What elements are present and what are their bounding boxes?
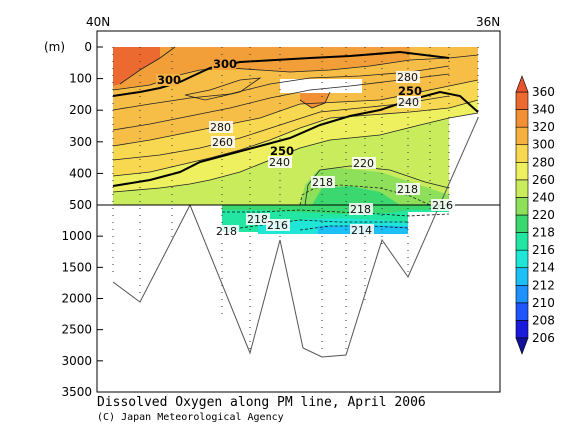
contour-label: 218 <box>350 203 371 216</box>
bottom-topography <box>112 117 479 358</box>
colorbar-swatch <box>515 320 529 339</box>
colorbar-swatch <box>515 109 529 128</box>
colorbar-tick-label: 300 <box>532 138 555 152</box>
colorbar-tick-label: 214 <box>532 261 555 275</box>
y-tick-label: 500 <box>69 198 92 212</box>
colorbar-tick-label: 240 <box>532 190 555 204</box>
colorbar-tick-label: 206 <box>532 331 555 345</box>
y-tick-label: 0 <box>84 40 92 54</box>
contour-label: 218 <box>247 213 268 226</box>
contour-label-group: 300 300 280 280 250 250 240 240 260 220 … <box>156 57 455 238</box>
colorbar-swatch <box>515 197 529 216</box>
contour-label: 300 <box>157 73 181 87</box>
colorbar-tick-label: 340 <box>532 103 555 117</box>
colorbar-tick-label: 216 <box>532 243 555 257</box>
y-axis-unit-label: (m) <box>44 40 65 54</box>
colorbar-tick-label: 208 <box>532 313 555 327</box>
colorbar-tick-label: 218 <box>532 226 555 240</box>
upper-thick-contours <box>112 50 479 187</box>
y-axis: 0 100 200 300 400 500 1000 1500 2000 2500 3000 3500 <box>61 40 103 399</box>
colorbar-swatch <box>515 302 529 321</box>
y-tick-label: 400 <box>69 166 92 180</box>
contour-label: 240 <box>398 96 419 109</box>
colorbar-top-arrow <box>515 75 529 93</box>
upper-panel-fill <box>113 47 478 205</box>
contour-label: 250 <box>270 144 294 158</box>
colorbar-tick-label: 260 <box>532 173 555 187</box>
colorbar-bottom-arrow <box>515 337 529 355</box>
colorbar-tick-label: 210 <box>532 296 555 310</box>
contour-label: 216 <box>267 219 288 232</box>
contour-label: 218 <box>312 176 333 189</box>
y-tick-label: 100 <box>69 72 92 86</box>
contour-label: 280 <box>210 121 231 134</box>
y-tick-label: 1000 <box>61 229 92 243</box>
contour-label: 240 <box>269 156 290 169</box>
chart-title: Dissolved Oxygen along PM line, April 20… <box>97 395 426 410</box>
contour-label: 260 <box>212 136 233 149</box>
colorbar-tick-label: 280 <box>532 155 555 169</box>
colorbar-tick-label: 212 <box>532 278 555 292</box>
colorbar-tick-label: 320 <box>532 120 555 134</box>
x-label-left: 40N <box>86 15 110 29</box>
contour-label: 216 <box>432 199 453 212</box>
contour-label: 218 <box>397 183 418 196</box>
y-tick-label: 300 <box>69 135 92 149</box>
colorbar-swatch <box>515 267 529 286</box>
contour-label: 250 <box>398 84 422 98</box>
contour-label: 218 <box>216 225 237 238</box>
contour-label: 214 <box>351 224 372 237</box>
contour-label: 300 <box>213 57 237 71</box>
colorbar-swatch <box>515 161 529 181</box>
colorbar-tick-label: 360 <box>532 85 555 99</box>
y-tick-label: 1500 <box>61 260 92 274</box>
colorbar-swatch <box>515 232 529 251</box>
station-lines <box>112 47 479 355</box>
y-tick-label: 2500 <box>61 323 92 337</box>
y-tick-label: 200 <box>69 103 92 117</box>
colorbar: 206 208 210 212 214 216 218 220 240 260 280 300 320 3… <box>515 75 555 355</box>
colorbar-swatch <box>515 179 529 198</box>
colorbar-swatch <box>515 214 529 233</box>
x-label-right: 36N <box>476 15 500 29</box>
colorbar-swatch <box>515 126 529 146</box>
colorbar-swatch <box>515 249 529 269</box>
contour-label: 220 <box>353 157 374 170</box>
y-tick-label: 3500 <box>61 385 92 399</box>
colorbar-swatch <box>515 144 529 163</box>
colorbar-swatch <box>515 91 529 110</box>
colorbar-swatch <box>515 284 529 304</box>
colorbar-tick-label: 220 <box>532 208 555 222</box>
contour-label: 280 <box>397 71 418 84</box>
y-tick-label: 3000 <box>61 354 92 368</box>
copyright-credit: (C) Japan Meteorological Agency <box>97 412 284 423</box>
y-tick-label: 2000 <box>61 292 92 306</box>
